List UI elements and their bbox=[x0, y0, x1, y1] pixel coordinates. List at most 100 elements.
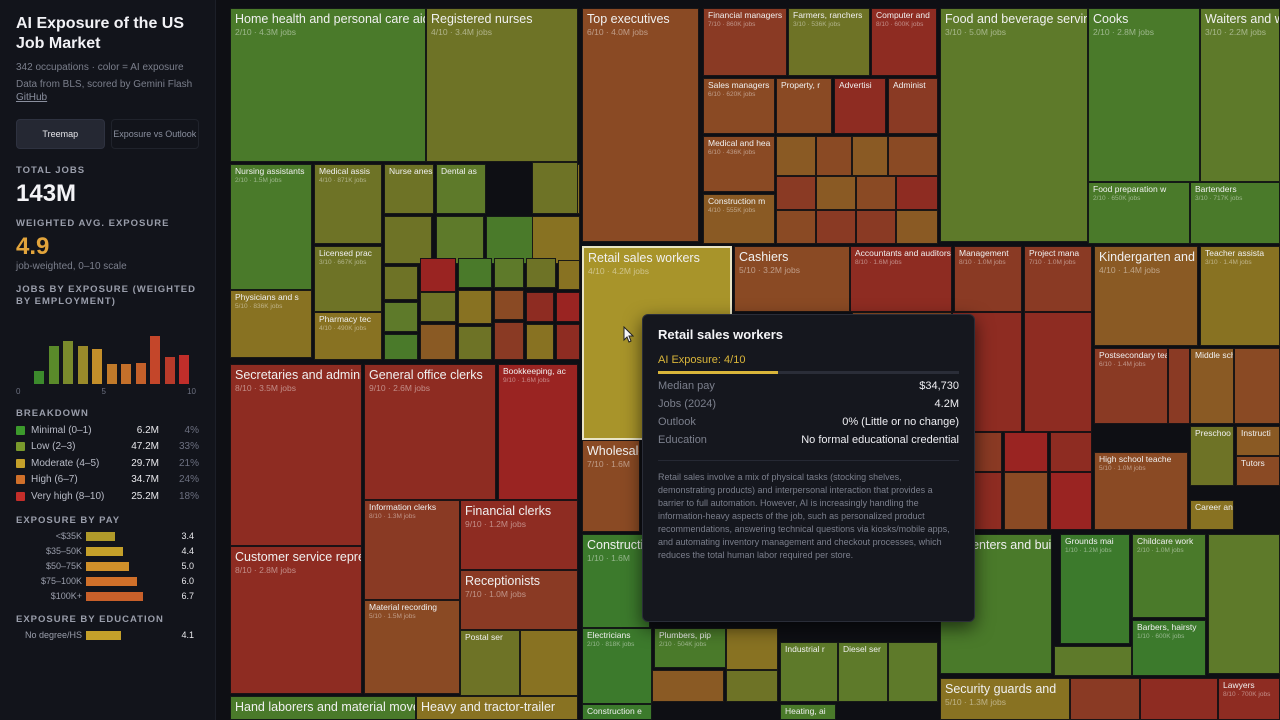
treemap-cell-unlabeled[interactable] bbox=[494, 290, 524, 320]
treemap-cell[interactable]: Accountants and auditors 8/10 · 1.6M jobs bbox=[850, 246, 952, 312]
treemap-cell[interactable]: Nursing assistants 2/10 · 1.5M jobs bbox=[230, 164, 312, 290]
treemap-cell[interactable]: Medical assis 4/10 · 871K jobs bbox=[314, 164, 382, 244]
treemap-cell[interactable]: Kindergarten and e 4/10 · 1.4M jobs bbox=[1094, 246, 1198, 346]
treemap-cell[interactable]: Childcare work 2/10 · 1.0M jobs bbox=[1132, 534, 1206, 618]
treemap-cell[interactable]: Industrial r bbox=[780, 642, 838, 702]
treemap-cell[interactable]: Career an bbox=[1190, 500, 1234, 530]
treemap-cell-unlabeled[interactable] bbox=[384, 266, 418, 300]
treemap-cell[interactable]: Sales managers 6/10 · 620K jobs bbox=[703, 78, 775, 134]
treemap-cell[interactable]: Postal ser bbox=[460, 630, 520, 696]
treemap-cell[interactable]: Registered nurses 4/10 · 3.4M jobs bbox=[426, 8, 578, 162]
treemap-cell[interactable]: Financial managers 7/10 · 860K jobs bbox=[703, 8, 787, 76]
treemap-cell-unlabeled[interactable] bbox=[816, 136, 852, 176]
treemap-cell-unlabeled[interactable] bbox=[1234, 348, 1280, 424]
treemap-cell-unlabeled[interactable] bbox=[1140, 678, 1218, 720]
treemap-cell[interactable]: Food and beverage serving workers3/10 · … bbox=[940, 8, 1088, 242]
treemap-cell-unlabeled[interactable] bbox=[776, 210, 816, 244]
treemap-cell-unlabeled[interactable] bbox=[776, 136, 816, 176]
treemap-cell[interactable]: Postsecondary tea 6/10 · 1.4M jobs bbox=[1094, 348, 1168, 424]
treemap-cell-unlabeled[interactable] bbox=[532, 162, 578, 214]
treemap-cell[interactable]: Receptionists 7/10 · 1.0M jobs bbox=[460, 570, 578, 630]
treemap-cell-unlabeled[interactable] bbox=[726, 628, 778, 670]
treemap-cell[interactable]: Heating, ai bbox=[780, 704, 836, 720]
treemap-cell[interactable]: Construction laborers1/10 · 1.6M bbox=[582, 534, 650, 628]
tab-exposure-vs-outlook[interactable]: Exposure vs Outlook bbox=[110, 119, 199, 149]
treemap-cell[interactable]: Customer service representatives8/10 · 2… bbox=[230, 546, 362, 694]
treemap-cell-unlabeled[interactable] bbox=[1050, 432, 1092, 472]
treemap-cell-unlabeled[interactable] bbox=[556, 292, 580, 322]
treemap-cell-unlabeled[interactable] bbox=[526, 292, 554, 322]
treemap-cell-unlabeled[interactable] bbox=[384, 216, 432, 264]
treemap-cell-unlabeled[interactable] bbox=[526, 324, 554, 360]
treemap-cell[interactable]: Bookkeeping, ac 9/10 · 1.6M jobs bbox=[498, 364, 578, 500]
treemap-cell-unlabeled[interactable] bbox=[1050, 472, 1092, 530]
treemap-cell[interactable]: Information clerks 8/10 · 1.3M jobs bbox=[364, 500, 460, 600]
treemap-cell[interactable]: Diesel ser bbox=[838, 642, 888, 702]
treemap-cell[interactable]: Teacher assista 3/10 · 1.4M jobs bbox=[1200, 246, 1280, 346]
treemap-cell[interactable]: Wholesale7/10 · 1.6M bbox=[582, 440, 640, 532]
treemap-cell[interactable]: Top executives 6/10 · 4.0M jobs bbox=[582, 8, 699, 242]
treemap-cell-unlabeled[interactable] bbox=[420, 292, 456, 322]
treemap-cell-unlabeled[interactable] bbox=[556, 324, 580, 360]
treemap-cell[interactable]: Management 8/10 · 1.0M jobs bbox=[954, 246, 1022, 312]
treemap-cell[interactable]: High school teache 5/10 · 1.0M jobs bbox=[1094, 452, 1188, 530]
treemap-cell-unlabeled[interactable] bbox=[384, 302, 418, 332]
treemap-cell[interactable]: Financial clerks 9/10 · 1.2M jobs bbox=[460, 500, 578, 570]
treemap-cell-unlabeled[interactable] bbox=[1054, 646, 1132, 676]
treemap-cell[interactable]: Hand laborers and material movers bbox=[230, 696, 416, 720]
treemap-cell-unlabeled[interactable] bbox=[1024, 312, 1092, 432]
treemap-cell-unlabeled[interactable] bbox=[856, 210, 896, 244]
treemap-cell-unlabeled[interactable] bbox=[652, 670, 724, 702]
treemap-cell[interactable]: Farmers, ranchers 3/10 · 536K jobs bbox=[788, 8, 870, 76]
treemap-cell-unlabeled[interactable] bbox=[896, 210, 938, 244]
treemap-cell-unlabeled[interactable] bbox=[1208, 534, 1280, 674]
github-link[interactable]: GitHub bbox=[16, 92, 48, 103]
treemap-cell[interactable]: Computer and 8/10 · 600K jobs bbox=[871, 8, 937, 76]
treemap-cell[interactable]: Electricians 2/10 · 818K jobs bbox=[582, 628, 652, 704]
treemap-cell[interactable]: Food preparation w 2/10 · 650K jobs bbox=[1088, 182, 1190, 244]
treemap-cell-unlabeled[interactable] bbox=[1070, 678, 1140, 720]
treemap-cell-unlabeled[interactable] bbox=[486, 216, 534, 264]
treemap-cell-unlabeled[interactable] bbox=[1004, 472, 1048, 530]
treemap-cell-unlabeled[interactable] bbox=[420, 324, 456, 360]
treemap-cell[interactable]: Physicians and s 5/10 · 836K jobs bbox=[230, 290, 312, 358]
treemap-cell-unlabeled[interactable] bbox=[420, 258, 456, 292]
treemap-cell[interactable]: Grounds mai 1/10 · 1.2M jobs bbox=[1060, 534, 1130, 644]
treemap-cell-unlabeled[interactable] bbox=[852, 136, 888, 176]
treemap-cell-unlabeled[interactable] bbox=[816, 210, 856, 244]
treemap-cell-unlabeled[interactable] bbox=[532, 216, 580, 264]
treemap-cell[interactable]: Cashiers 5/10 · 3.2M jobs bbox=[734, 246, 850, 312]
treemap-cell[interactable]: Home health and personal care aides 2/10 … bbox=[230, 8, 426, 162]
treemap-cell-unlabeled[interactable] bbox=[856, 176, 896, 210]
treemap-cell-unlabeled[interactable] bbox=[888, 642, 938, 702]
treemap-cell[interactable]: Pharmacy tec 4/10 · 490K jobs bbox=[314, 312, 382, 360]
treemap-cell[interactable]: Construction e bbox=[582, 704, 652, 720]
treemap-cell-unlabeled[interactable] bbox=[1004, 432, 1048, 472]
tab-treemap[interactable]: Treemap bbox=[16, 119, 105, 149]
treemap-cell-unlabeled[interactable] bbox=[816, 176, 856, 210]
treemap-cell[interactable]: Heavy and tractor-trailer bbox=[416, 696, 578, 720]
treemap-cell[interactable]: Property, r bbox=[776, 78, 832, 134]
treemap-cell-unlabeled[interactable] bbox=[458, 290, 492, 324]
treemap-cell[interactable]: Administ bbox=[888, 78, 938, 134]
treemap-cell-unlabeled[interactable] bbox=[458, 258, 492, 288]
treemap-cell-unlabeled[interactable] bbox=[494, 322, 524, 360]
treemap-cell[interactable]: Barbers, hairsty 1/10 · 600K jobs bbox=[1132, 620, 1206, 676]
treemap-cell-unlabeled[interactable] bbox=[494, 258, 524, 288]
treemap-cell[interactable]: Plumbers, pip 2/10 · 504K jobs bbox=[654, 628, 726, 668]
treemap-cell-unlabeled[interactable] bbox=[458, 326, 492, 360]
treemap-cell[interactable]: Nurse anes bbox=[384, 164, 434, 214]
treemap-cell[interactable]: Licensed prac 3/10 · 667K jobs bbox=[314, 246, 382, 312]
treemap-cell[interactable]: Secretaries and administrative assistant… bbox=[230, 364, 362, 546]
treemap-cell-unlabeled[interactable] bbox=[1168, 348, 1190, 424]
treemap-cell[interactable]: Middle sch bbox=[1190, 348, 1234, 424]
treemap-cell-unlabeled[interactable] bbox=[896, 176, 938, 210]
treemap-cell-unlabeled[interactable] bbox=[526, 258, 556, 288]
treemap-cell[interactable]: Tutors bbox=[1236, 456, 1280, 486]
treemap-cell[interactable]: Waiters and wa3/10 · 2.2M jobs bbox=[1200, 8, 1280, 182]
treemap-cell[interactable]: Cooks 2/10 · 2.8M jobs bbox=[1088, 8, 1200, 182]
treemap-cell[interactable]: Lawyers 8/10 · 700K jobs bbox=[1218, 678, 1280, 720]
treemap-cell[interactable]: General office clerks 9/10 · 2.6M jobs bbox=[364, 364, 496, 500]
treemap-cell-unlabeled[interactable] bbox=[726, 670, 778, 702]
treemap-cell[interactable]: Instructi bbox=[1236, 426, 1280, 456]
